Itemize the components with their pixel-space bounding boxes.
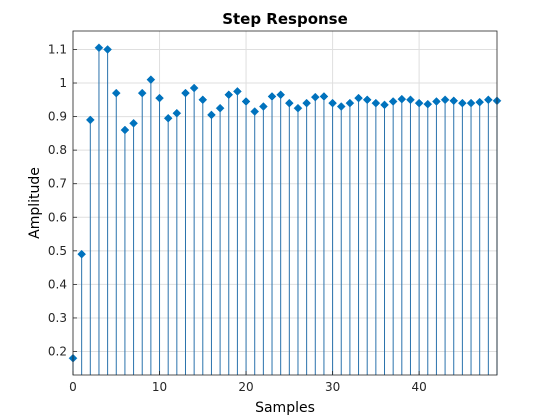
stem-marker	[233, 87, 242, 96]
stem-marker	[224, 90, 234, 100]
y-axis-label: Amplitude	[27, 167, 43, 239]
y-tick-label: 0.5	[48, 244, 67, 258]
stem-marker	[284, 98, 294, 108]
x-axis-ticks: 0 10 20 30 40	[69, 371, 427, 394]
stem-marker	[198, 95, 208, 105]
x-axis-label: Samples	[255, 400, 315, 416]
chart-title: Step Response	[222, 10, 348, 28]
stem-marker	[371, 98, 381, 108]
y-tick-label: 0.3	[48, 311, 67, 325]
x-tick-label: 40	[411, 380, 426, 394]
y-tick-label: 0.7	[48, 177, 67, 191]
stem-marker	[85, 115, 95, 125]
stem-marker	[388, 97, 398, 106]
stem-marker	[354, 93, 363, 103]
stem-marker	[207, 110, 216, 120]
y-tick-label: 0.9	[48, 110, 67, 124]
stem-marker	[189, 83, 199, 93]
y-tick-label: 0.8	[48, 143, 67, 157]
y-tick-label: 0.4	[48, 277, 67, 291]
stem-marker	[163, 113, 173, 123]
plot-frame	[72, 30, 498, 376]
stem-marker	[432, 97, 441, 106]
stem-marker	[449, 96, 459, 106]
stem-marker	[328, 98, 337, 108]
stem-marker	[259, 102, 268, 111]
stem-marker	[336, 102, 346, 111]
stem-marker	[172, 108, 182, 118]
stem-marker	[155, 93, 164, 103]
stem-marker	[241, 97, 251, 106]
stem-marker	[319, 92, 329, 101]
x-tick-label: 20	[238, 380, 253, 394]
y-tick-label: 1.1	[48, 42, 67, 56]
stem-marker	[397, 94, 407, 104]
stem-marker	[293, 103, 303, 113]
stem-marker	[137, 88, 147, 98]
stem-marker	[276, 90, 286, 100]
stem-marker	[103, 45, 112, 54]
stem-marker	[146, 75, 156, 85]
x-tick-label: 30	[325, 380, 340, 394]
x-tick-label: 0	[69, 380, 77, 394]
stem-marker	[475, 97, 485, 107]
stem-marker	[250, 107, 260, 116]
stem-marker	[267, 92, 277, 101]
stem-marker	[77, 249, 87, 259]
stem-series	[68, 43, 502, 375]
stem-marker	[345, 98, 355, 108]
stem-marker	[94, 43, 104, 53]
grid-lines	[72, 31, 497, 375]
x-tick-label: 10	[152, 380, 167, 394]
stem-marker	[440, 95, 450, 105]
stem-marker	[414, 98, 424, 108]
stem-marker	[423, 99, 433, 109]
stem-marker	[129, 118, 138, 128]
stem-marker	[362, 95, 372, 105]
stem-marker	[120, 125, 130, 135]
y-tick-label: 0.6	[48, 210, 67, 224]
stem-marker	[111, 88, 121, 98]
y-tick-label: 0.2	[48, 345, 67, 359]
stem-marker	[483, 95, 493, 105]
stem-marker	[406, 95, 415, 105]
stem-marker	[458, 98, 467, 108]
stem-marker	[215, 103, 225, 113]
stem-marker	[466, 98, 476, 108]
stem-marker	[302, 98, 311, 108]
stem-marker	[310, 92, 320, 102]
y-axis-ticks: 0.2 0.3 0.4 0.5 0.6 0.7 0.8 0.9 1 1.1	[48, 42, 77, 359]
y-tick-label: 1	[59, 76, 67, 90]
stem-marker	[380, 100, 389, 110]
stem-marker	[181, 88, 190, 98]
